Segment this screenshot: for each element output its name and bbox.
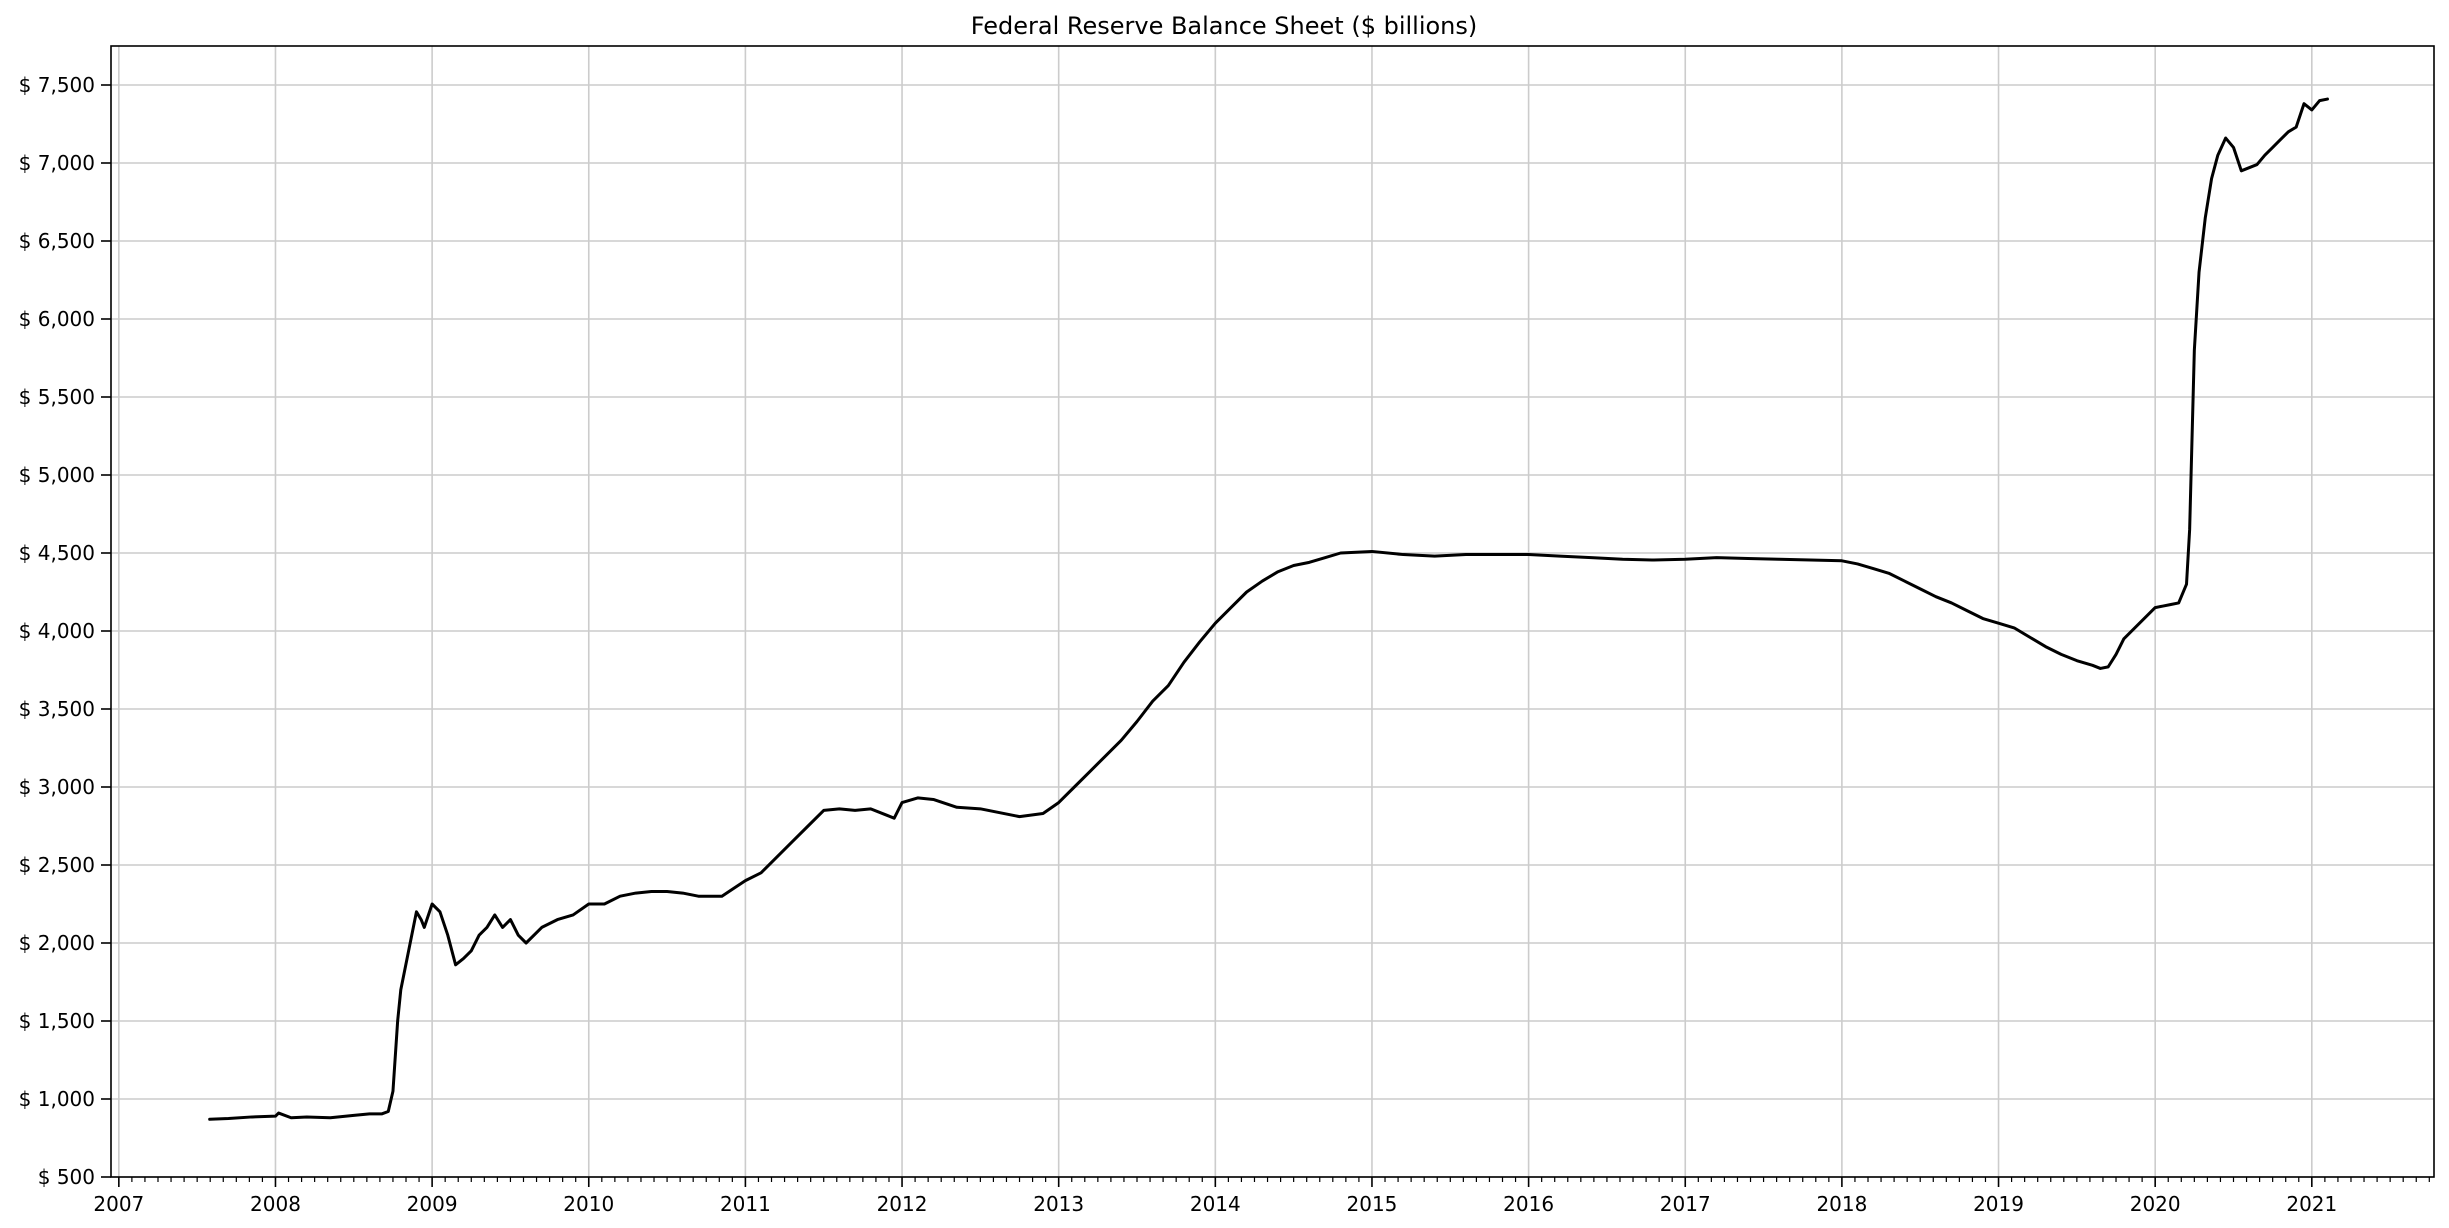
x-tick-label: 2017 xyxy=(1660,1192,1711,1216)
grid xyxy=(111,46,2434,1178)
x-tick-label: 2008 xyxy=(250,1192,301,1216)
y-tick-label: $ 1,500 xyxy=(19,1009,95,1033)
x-tick-label: 2019 xyxy=(1973,1192,2024,1216)
plot-frame xyxy=(110,45,2435,1178)
x-tick-label: 2015 xyxy=(1347,1192,1398,1216)
x-tick-label: 2007 xyxy=(93,1192,144,1216)
y-axis-ticks: $ 500 $ 1,000 $ 1,500 $ 2,000 $ 2,500 $ 3,000… xyxy=(19,73,111,1189)
y-tick-label: $ 500 xyxy=(38,1165,95,1189)
y-tick-label: $ 2,500 xyxy=(19,853,95,877)
x-tick-label: 2013 xyxy=(1033,1192,1084,1216)
y-tick-label: $ 7,500 xyxy=(19,73,95,97)
y-tick-label: $ 5,500 xyxy=(19,385,95,409)
x-tick-label: 2009 xyxy=(407,1192,458,1216)
series-layer xyxy=(208,97,2329,1121)
y-tick-label: $ 4,000 xyxy=(19,619,95,643)
x-tick-label: 2016 xyxy=(1503,1192,1554,1216)
y-tick-label: $ 4,500 xyxy=(19,541,95,565)
x-tick-label: 2010 xyxy=(563,1192,614,1216)
y-tick-label: $ 1,000 xyxy=(19,1087,95,1111)
chart-title: Federal Reserve Balance Sheet ($ billion… xyxy=(971,12,1478,40)
x-tick-label: 2014 xyxy=(1190,1192,1241,1216)
x-tick-label: 2011 xyxy=(720,1192,771,1216)
y-tick-label: $ 6,000 xyxy=(19,307,95,331)
y-tick-label: $ 5,000 xyxy=(19,463,95,487)
axes xyxy=(110,45,2435,1178)
y-tick-label: $ 3,500 xyxy=(19,697,95,721)
x-tick-label: 2021 xyxy=(2286,1192,2337,1216)
y-tick-label: $ 2,000 xyxy=(19,931,95,955)
series-line xyxy=(208,97,2329,1121)
y-tick-label: $ 7,000 xyxy=(19,151,95,175)
x-axis-ticks: 2007 2008 2009 2010 2011 2012 2013 2014 2015 2016… xyxy=(93,1177,2430,1216)
x-tick-label: 2020 xyxy=(2130,1192,2181,1216)
x-tick-label: 2012 xyxy=(877,1192,928,1216)
y-tick-label: $ 3,000 xyxy=(19,775,95,799)
y-tick-label: $ 6,500 xyxy=(19,229,95,253)
x-tick-label: 2018 xyxy=(1816,1192,1867,1216)
